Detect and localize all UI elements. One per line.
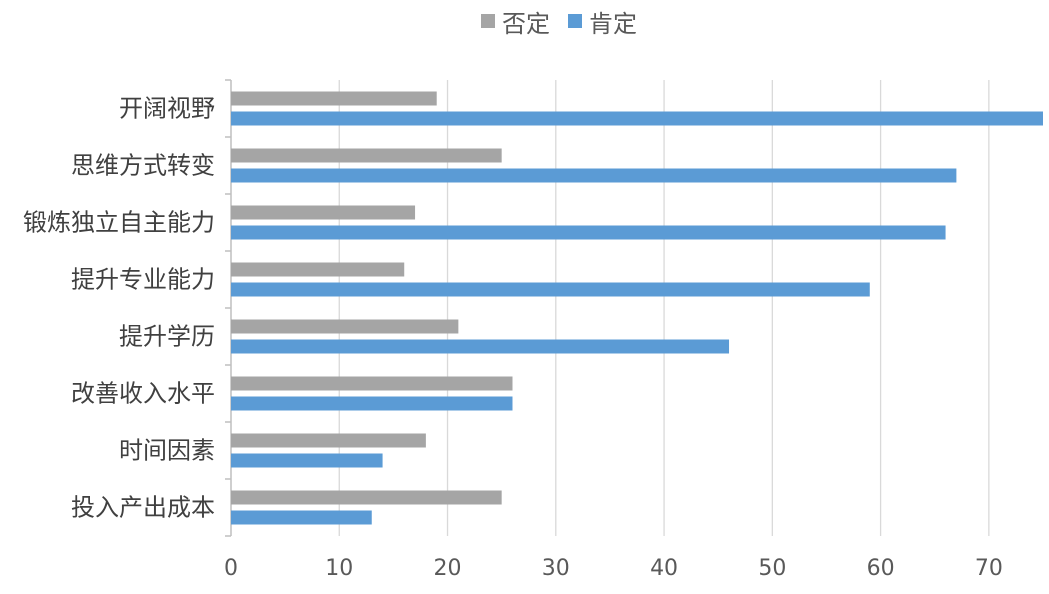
legend-label-positive: 肯定 [589,10,637,38]
bar-negative-0 [231,91,437,106]
x-tick-label-40: 40 [650,556,678,581]
bar-positive-6 [231,453,383,468]
x-tick-label-60: 60 [867,556,895,581]
x-axis-tick-labels: 0 10 20 30 40 50 60 70 [224,556,1003,581]
gridlines [225,79,990,537]
bar-negative-3 [231,262,405,277]
x-tick-label-70: 70 [975,556,1003,581]
bar-positive-5 [231,396,513,411]
category-label: 改善收入水平 [71,380,215,408]
category-label: 投入产出成本 [71,494,215,522]
legend-label-negative: 否定 [502,10,550,38]
category-label: 开阔视野 [119,95,215,123]
bar-positive-3 [231,282,870,297]
legend-swatch-positive [568,14,582,28]
bar-positive-4 [231,339,730,354]
bars [231,91,1043,525]
category-label: 提升学历 [119,323,215,351]
bar-negative-6 [231,433,426,448]
bar-positive-0 [231,111,1043,126]
x-tick-label-10: 10 [325,556,353,581]
category-label: 锻炼独立自主能力 [23,209,215,237]
category-label: 思维方式转变 [71,152,215,180]
legend: 否定 肯定 [481,10,637,38]
category-label: 时间因素 [119,437,215,465]
bar-negative-4 [231,319,459,334]
legend-swatch-negative [481,14,495,28]
x-tick-label-20: 20 [434,556,462,581]
x-tick-label-0: 0 [224,556,238,581]
category-labels: 开阔视野思维方式转变锻炼独立自主能力提升专业能力提升学历改善收入水平时间因素投入… [23,95,215,522]
category-label: 提升专业能力 [71,266,215,294]
bar-negative-1 [231,148,502,163]
bar-positive-2 [231,225,946,240]
x-tick-label-50: 50 [758,556,786,581]
bar-negative-7 [231,490,502,505]
bar-positive-7 [231,510,372,525]
bar-negative-5 [231,376,513,391]
x-tick-label-30: 30 [542,556,570,581]
bar-positive-1 [231,168,957,183]
bar-negative-2 [231,205,416,220]
